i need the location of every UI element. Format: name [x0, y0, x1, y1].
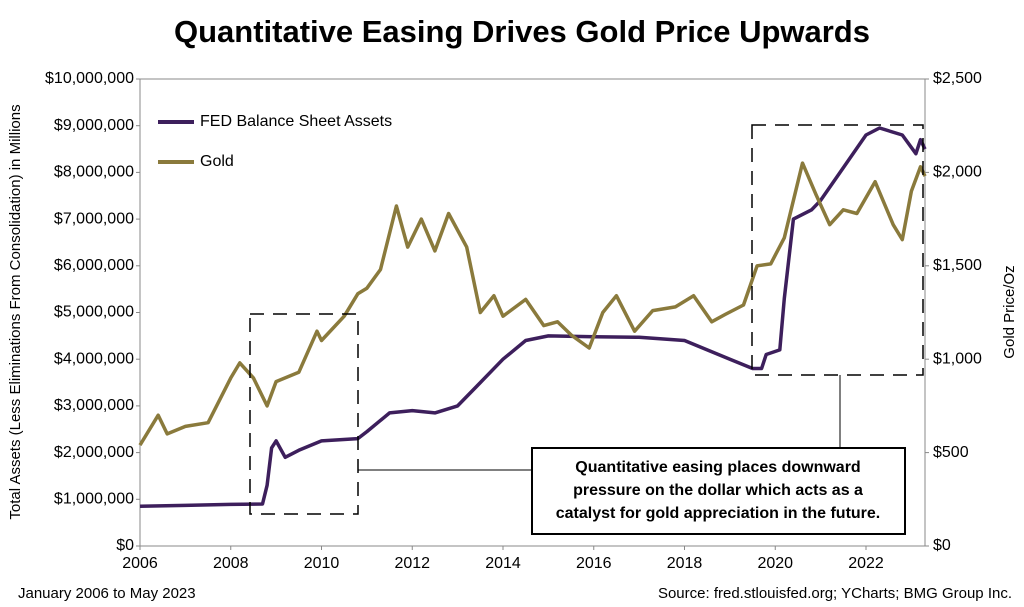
y-tick-label: $10,000,000 — [45, 70, 134, 87]
y2-tick-label: $1,500 — [933, 257, 982, 274]
x-tick-label: 2020 — [757, 555, 793, 572]
x-tick-label: 2022 — [848, 555, 884, 572]
x-tick-label: 2012 — [394, 555, 430, 572]
y-axis-label: Total Assets (Less Eliminations From Con… — [7, 104, 24, 519]
annotation-box — [531, 447, 906, 535]
y2-tick-label: $0 — [933, 537, 951, 554]
annotation: catalyst for gold appreciation in the fu… — [556, 505, 880, 522]
y-tick-label: $1,000,000 — [54, 491, 134, 508]
covid-box — [751, 124, 924, 376]
legend-label: Gold — [200, 153, 234, 170]
x-tick-label: 2008 — [213, 555, 249, 572]
legend-label: FED Balance Sheet Assets — [200, 113, 392, 130]
y-tick-label: $5,000,000 — [54, 304, 134, 321]
x-tick-label: 2018 — [667, 555, 703, 572]
x-tick-label: 2014 — [485, 555, 521, 572]
y2-tick-label: $2,000 — [933, 164, 982, 181]
y-tick-label: $0 — [116, 537, 134, 554]
x-tick-label: 2016 — [576, 555, 612, 572]
y-tick-label: $3,000,000 — [54, 397, 134, 414]
date-range: January 2006 to May 2023 — [18, 585, 196, 602]
y2-tick-label: $1,000 — [933, 350, 982, 367]
y-tick-label: $9,000,000 — [54, 117, 134, 134]
y-tick-label: $2,000,000 — [54, 444, 134, 461]
y-tick-label: $8,000,000 — [54, 164, 134, 181]
x-tick-label: 2006 — [122, 555, 158, 572]
y-tick-label: $4,000,000 — [54, 350, 134, 367]
annotation: Quantitative easing places downward — [575, 459, 860, 476]
y2-axis-label: Gold Price/Oz — [1001, 265, 1018, 358]
y-tick-label: $7,000,000 — [54, 210, 134, 227]
x-tick-label: 2010 — [304, 555, 340, 572]
y-tick-label: $6,000,000 — [54, 257, 134, 274]
annotation: pressure on the dollar which acts as a — [573, 482, 863, 499]
y2-tick-label: $2,500 — [933, 70, 982, 87]
chart-title: Quantitative Easing Drives Gold Price Up… — [174, 14, 870, 49]
y2-tick-label: $500 — [933, 444, 969, 461]
qe1-box — [249, 313, 359, 515]
source: Source: fred.stlouisfed.org; YCharts; BM… — [658, 585, 1012, 602]
highlight-boxes — [249, 124, 924, 515]
data-line — [138, 161, 927, 447]
